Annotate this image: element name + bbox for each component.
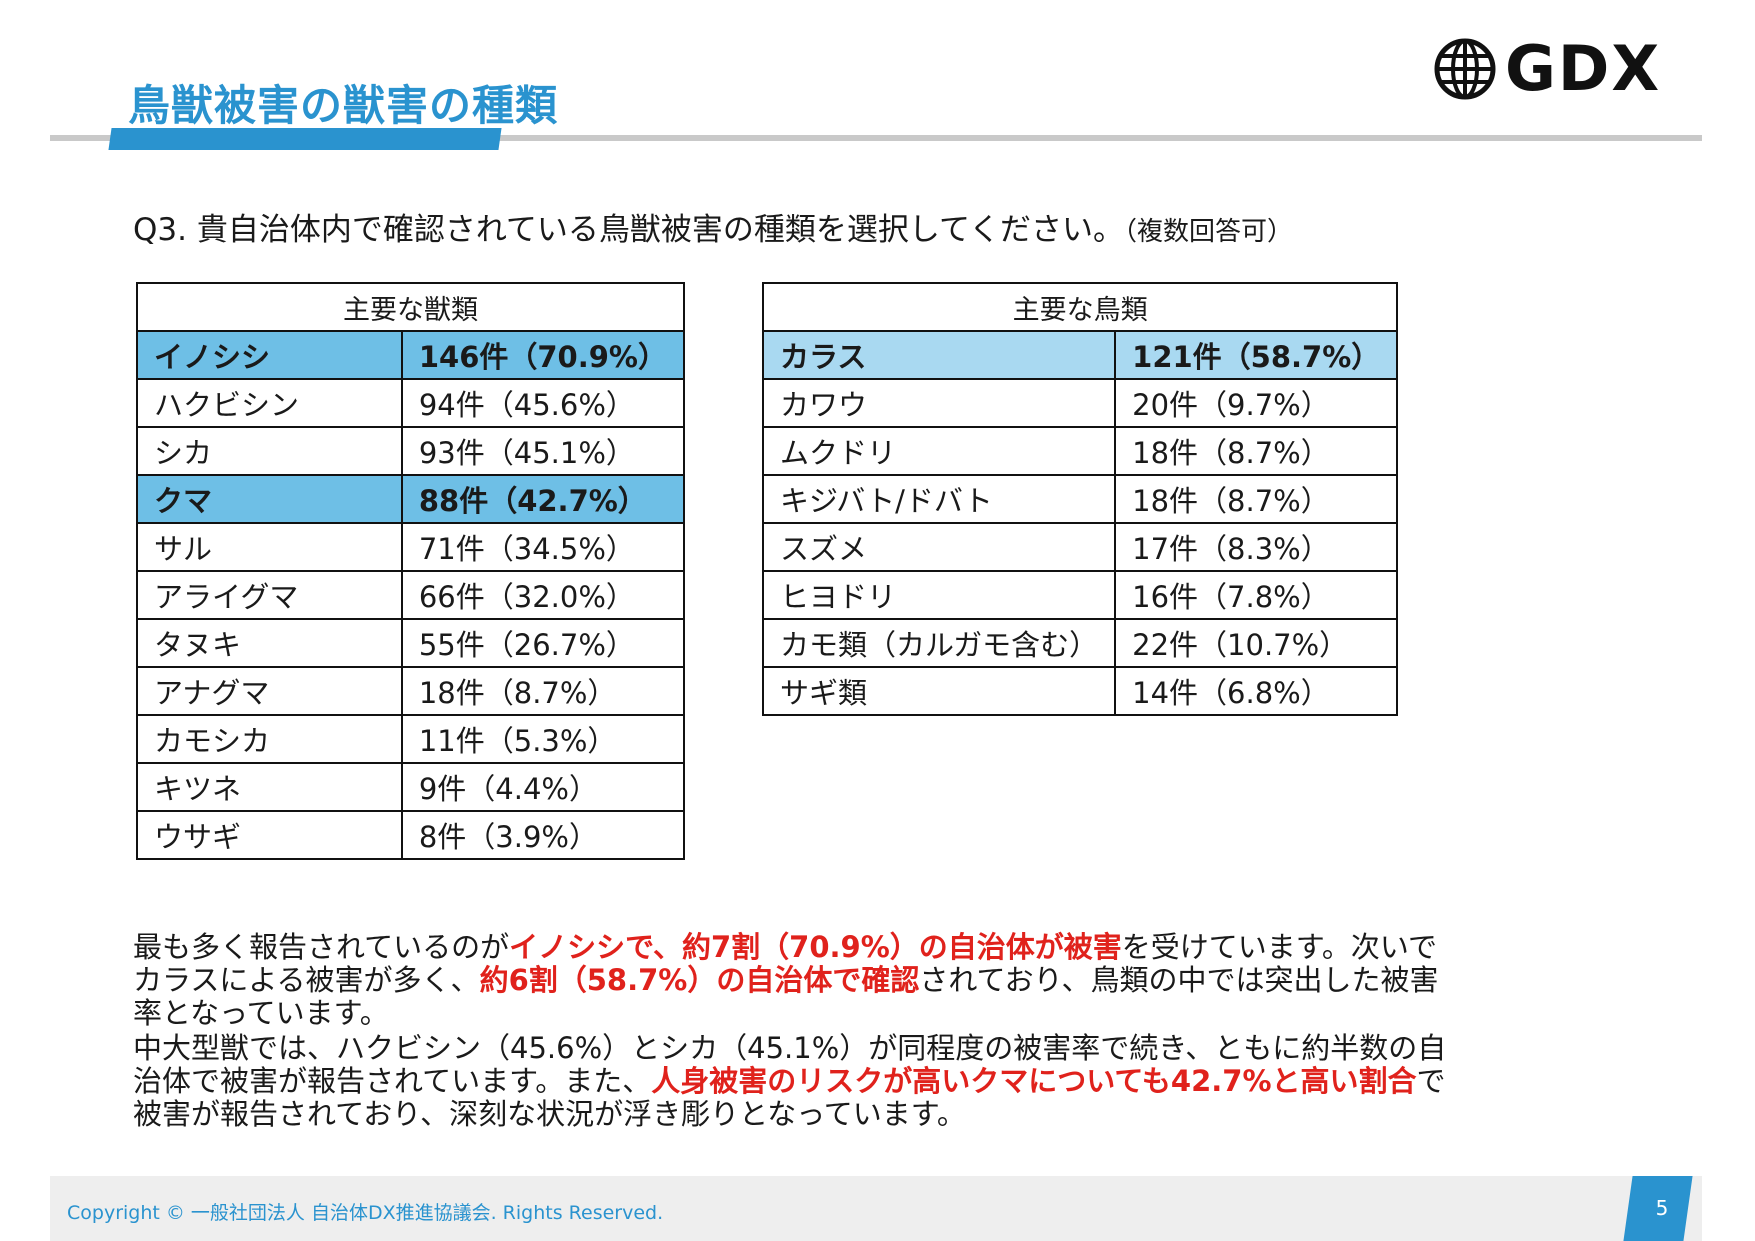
table-row: サル 71件（34.5%） [136, 522, 686, 572]
summary-emphasis: 人身被害のリスクが高いクマについても42.7%と高い割合 [651, 1064, 1417, 1098]
summary-text: 中大型獣では、ハクビシン（45.6%）とシカ（45.1%）が同程度の被害率で続き… [133, 1031, 1447, 1098]
table-row: カラス 121件（58.7%） [761, 330, 1399, 380]
summary-text: で被害が報告されており、深刻な状況が浮き彫りとなっています。 [133, 1064, 1446, 1131]
summary-emphasis: 約6割（58.7%）の自治体で確認 [479, 963, 920, 997]
row-name: カラス [761, 330, 1117, 380]
table-row: サギ類 14件（6.8%） [761, 666, 1399, 716]
row-name: シカ [136, 426, 403, 476]
birds-table: 主要な鳥類 カラス 121件（58.7%） カワウ 20件（9.7%） ムクドリ 18… [761, 282, 1399, 716]
table-row: カモシカ 11件（5.3%） [136, 714, 686, 764]
table-row: イノシシ 146件（70.9%） [136, 330, 686, 380]
logo-text: GDX [1505, 32, 1662, 105]
row-value: 8件（3.9%） [400, 810, 686, 860]
row-value: 18件（8.7%） [1114, 426, 1399, 476]
gdx-logo: GDX [1433, 34, 1661, 104]
summary-emphasis: イノシシで、約7割（70.9%）の自治体が被害 [509, 930, 1122, 964]
page-title: 鳥獣被害の獣害の種類 [128, 81, 559, 130]
row-value: 94件（45.6%） [400, 378, 686, 428]
page-number: 5 [1655, 1196, 1669, 1220]
row-value: 18件（8.7%） [400, 666, 686, 716]
row-name: カモ類（カルガモ含む） [761, 618, 1117, 668]
row-name: クマ [136, 474, 403, 524]
table-row: スズメ 17件（8.3%） [761, 522, 1399, 572]
table-row: クマ 88件（42.7%） [136, 474, 686, 524]
table-row: タヌキ 55件（26.7%） [136, 618, 686, 668]
row-value: 22件（10.7%） [1114, 618, 1399, 668]
table-row: ヒヨドリ 16件（7.8%） [761, 570, 1399, 620]
row-name: タヌキ [136, 618, 403, 668]
table-row: キジバト/ドバト 18件（8.7%） [761, 474, 1399, 524]
row-value: 71件（34.5%） [400, 522, 686, 572]
footer: Copyright © 一般社団法人 自治体DX推進協議会. Rights Re… [50, 1176, 1702, 1241]
summary-paragraph-2: 中大型獣では、ハクビシン（45.6%）とシカ（45.1%）が同程度の被害率で続き… [133, 1032, 1453, 1131]
row-value: 17件（8.3%） [1114, 522, 1399, 572]
row-name: ウサギ [136, 810, 403, 860]
table-row: アナグマ 18件（8.7%） [136, 666, 686, 716]
table-row: カワウ 20件（9.7%） [761, 378, 1399, 428]
table-row: アライグマ 66件（32.0%） [136, 570, 686, 620]
row-value: 20件（9.7%） [1114, 378, 1399, 428]
row-name: ハクビシン [136, 378, 403, 428]
birds-table-header: 主要な鳥類 [761, 282, 1399, 332]
row-value: 121件（58.7%） [1114, 330, 1399, 380]
question-text: Q3. 貴自治体内で確認されている鳥獣被害の種類を選択してください。（複数回答可… [133, 204, 1293, 249]
question-main: Q3. 貴自治体内で確認されている鳥獣被害の種類を選択してください。 [133, 212, 1125, 248]
row-value: 11件（5.3%） [400, 714, 686, 764]
title-accent-bar [108, 128, 502, 150]
summary-text: 最も多く報告されているのが [133, 930, 510, 964]
table-row: ムクドリ 18件（8.7%） [761, 426, 1399, 476]
row-value: 66件（32.0%） [400, 570, 686, 620]
question-note: （複数回答可） [1124, 217, 1294, 247]
table-row: ハクビシン 94件（45.6%） [136, 378, 686, 428]
globe-icon [1434, 38, 1496, 100]
summary-text: されており、鳥類の中では突出した被害率となっています。 [133, 963, 1439, 1030]
summary-text: を受けています。次いでカラスによる被害が多く、 [133, 930, 1438, 997]
row-name: ヒヨドリ [761, 570, 1117, 620]
table-row: キツネ 9件（4.4%） [136, 762, 686, 812]
copyright-text: Copyright © 一般社団法人 自治体DX推進協議会. Rights Re… [67, 1202, 664, 1224]
summary-paragraph-1: 最も多く報告されているのがイノシシで、約7割（70.9%）の自治体が被害を受けて… [133, 931, 1453, 1030]
row-name: カモシカ [136, 714, 403, 764]
row-name: イノシシ [136, 330, 403, 380]
row-name: アナグマ [136, 666, 403, 716]
title-divider [50, 135, 1702, 141]
mammals-table: 主要な獣類 イノシシ 146件（70.9%） ハクビシン 94件（45.6%） シカ… [136, 282, 686, 860]
row-name: サル [136, 522, 403, 572]
row-value: 146件（70.9%） [400, 330, 686, 380]
row-name: カワウ [761, 378, 1117, 428]
row-value: 14件（6.8%） [1114, 666, 1399, 716]
row-name: キツネ [136, 762, 403, 812]
table-row: カモ類（カルガモ含む） 22件（10.7%） [761, 618, 1399, 668]
row-value: 93件（45.1%） [400, 426, 686, 476]
row-name: ムクドリ [761, 426, 1117, 476]
row-value: 16件（7.8%） [1114, 570, 1399, 620]
row-value: 18件（8.7%） [1114, 474, 1399, 524]
table-row: シカ 93件（45.1%） [136, 426, 686, 476]
mammals-table-header: 主要な獣類 [136, 282, 685, 332]
row-value: 88件（42.7%） [400, 474, 686, 524]
row-name: サギ類 [761, 666, 1117, 716]
row-value: 9件（4.4%） [400, 762, 686, 812]
row-value: 55件（26.7%） [400, 618, 686, 668]
row-name: キジバト/ドバト [761, 474, 1117, 524]
row-name: スズメ [761, 522, 1117, 572]
table-row: ウサギ 8件（3.9%） [136, 810, 686, 860]
row-name: アライグマ [136, 570, 403, 620]
